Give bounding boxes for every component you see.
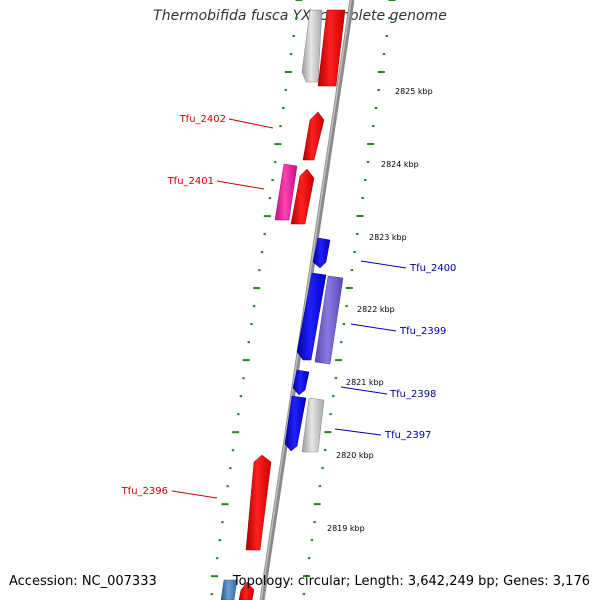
gene-label-tfu-2402[interactable]: Tfu_2402 xyxy=(179,114,226,125)
gene-arrow[interactable] xyxy=(301,9,323,83)
label-connector xyxy=(340,386,388,395)
gene-arrow-tfu-2398[interactable] xyxy=(292,369,310,396)
accession-text: Accession: NC_007333 xyxy=(9,574,157,589)
label-connector xyxy=(228,118,274,129)
gene-label-tfu-2399[interactable]: Tfu_2399 xyxy=(399,326,446,337)
scale-ticks-outer xyxy=(302,0,396,596)
label-connector xyxy=(334,428,382,436)
gene-arrow-tfu-2401[interactable] xyxy=(290,168,315,225)
gene-label-tfu-2396[interactable]: Tfu_2396 xyxy=(121,486,168,497)
gene-arrow-tfu-2400[interactable] xyxy=(312,237,331,269)
gene-label-tfu-2401[interactable]: Tfu_2401 xyxy=(167,176,214,187)
gene-arrow[interactable] xyxy=(317,9,346,87)
gene-arrow-tfu-2396[interactable] xyxy=(245,454,272,551)
gene-label-tfu-2400[interactable]: Tfu_2400 xyxy=(409,263,456,274)
scale-label: 2825 kbp xyxy=(395,87,433,96)
label-connector xyxy=(171,490,218,499)
gene-arrow[interactable] xyxy=(314,275,344,365)
gene-label-tfu-2397[interactable]: Tfu_2397 xyxy=(384,430,431,441)
gene-arrow-tfu-2397[interactable] xyxy=(284,395,307,452)
gene-arrow-tfu-2402[interactable] xyxy=(302,111,325,161)
gene-arrow[interactable] xyxy=(301,397,325,453)
scale-label: 2821 kbp xyxy=(346,378,384,387)
scale-label: 2824 kbp xyxy=(381,160,419,169)
scale-label: 2823 kbp xyxy=(369,233,407,242)
gene-arrow[interactable] xyxy=(220,579,238,600)
map-title: Thermobifida fusca YX, complete genome xyxy=(153,8,447,24)
scale-label: 2820 kbp xyxy=(336,451,374,460)
label-connector xyxy=(216,180,265,190)
label-connector xyxy=(360,260,407,269)
scale-label: 2819 kbp xyxy=(327,524,365,533)
gene-arrow-tfu-2399[interactable] xyxy=(296,272,327,361)
scale-labels: 2825 kbp 2824 kbp 2823 kbp 2822 kbp 2821… xyxy=(327,87,433,533)
genome-backbone-highlight xyxy=(260,0,352,600)
genome-summary-text: Topology: circular; Length: 3,642,249 bp… xyxy=(232,574,590,589)
scale-ticks-inner xyxy=(210,0,303,596)
gene-arrow[interactable] xyxy=(274,163,298,221)
gene-arrow[interactable] xyxy=(238,581,255,600)
label-connector xyxy=(350,323,397,332)
scale-label: 2822 kbp xyxy=(357,305,395,314)
gene-label-tfu-2398[interactable]: Tfu_2398 xyxy=(389,389,436,400)
